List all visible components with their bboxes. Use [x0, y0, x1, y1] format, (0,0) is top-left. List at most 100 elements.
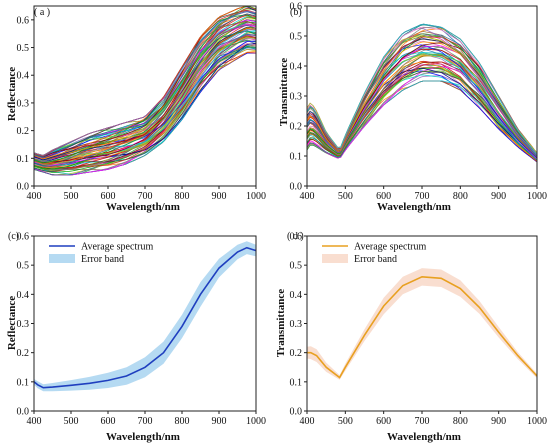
legend-label-average-c: Average spectrum — [81, 242, 154, 253]
x-tick-label-c-4: 800 — [175, 416, 190, 427]
average-line-c — [33, 246, 257, 389]
legend-label-average-d: Average spectrum — [354, 242, 427, 253]
y-tick-label-a-1: 0.1 — [17, 154, 30, 165]
y-tick-label-b-0: 0.0 — [290, 182, 303, 193]
y-tick-label-d-4: 0.4 — [290, 290, 303, 301]
x-tick-label-c-2: 600 — [101, 416, 116, 427]
y-tick-label-a-3: 0.3 — [17, 98, 30, 109]
panel-b-x-axis-title: Wavelength/nm — [377, 201, 451, 213]
y-tick-label-c-3: 0.3 — [17, 319, 30, 330]
panel-b-y-axis-title: Transmittance — [278, 58, 290, 126]
spectrum-line-b-57 — [307, 26, 537, 154]
x-tick-label-a-3: 700 — [138, 191, 153, 202]
y-tick-label-a-0: 0.0 — [17, 182, 30, 193]
x-tick-label-a-6: 1000 — [246, 191, 266, 202]
panel-d-y-axis-title: Transmittance — [275, 289, 287, 357]
spectrum-line-b-40 — [307, 31, 537, 158]
panel-a-label: ( a ) — [34, 7, 50, 18]
x-tick-label-b-4: 800 — [453, 191, 468, 202]
y-tick-label-d-3: 0.3 — [290, 319, 303, 330]
spectrum-line-a-76 — [34, 6, 256, 160]
x-tick-label-c-1: 500 — [64, 416, 79, 427]
x-tick-label-d-6: 1000 — [527, 416, 547, 427]
y-tick-label-c-5: 0.5 — [17, 261, 30, 272]
x-tick-label-a-5: 900 — [212, 191, 227, 202]
x-tick-label-b-5: 900 — [491, 191, 506, 202]
y-tick-label-d-0: 0.0 — [290, 407, 303, 418]
x-tick-label-b-0: 400 — [300, 191, 315, 202]
average-line-d — [307, 275, 538, 379]
error-band-d — [307, 268, 537, 380]
legend-label-band-c: Error band — [81, 254, 124, 265]
x-tick-label-d-3: 700 — [415, 416, 430, 427]
y-tick-label-d-5: 0.5 — [290, 261, 303, 272]
x-tick-label-c-3: 700 — [138, 416, 153, 427]
panel-d-x-axis-title: Wavelength/nm — [387, 431, 461, 443]
x-tick-label-d-2: 600 — [376, 416, 391, 427]
legend-band-swatch-c — [49, 254, 75, 263]
x-tick-label-b-1: 500 — [338, 191, 353, 202]
x-tick-label-c-0: 400 — [27, 416, 42, 427]
y-tick-label-c-6: 0.6 — [17, 232, 30, 243]
panel-d-label: ( d ) — [287, 231, 304, 242]
panel-b-label: (b) — [290, 7, 302, 18]
spectrum-line-b-59 — [307, 23, 537, 155]
panel-b-transmittance-spectra: (b) 400 500 600 700 800 900 1000 0.0 0.1 0.2 0.3 0.… — [278, 2, 547, 214]
spectrum-line-b-50 — [307, 23, 537, 157]
x-tick-label-b-2: 600 — [376, 191, 391, 202]
x-tick-label-c-5: 900 — [212, 416, 227, 427]
plot-frame-b — [306, 5, 538, 187]
spectrum-line-a-49 — [34, 21, 256, 161]
legend-label-band-d: Error band — [354, 254, 397, 265]
x-tick-label-d-1: 500 — [338, 416, 353, 427]
x-tick-label-b-6: 1000 — [527, 191, 547, 202]
spectrum-line-b-32 — [307, 46, 537, 156]
x-tick-label-a-2: 600 — [101, 191, 116, 202]
spectrum-line-b-52 — [307, 33, 537, 155]
series-group-a — [34, 6, 256, 176]
panel-c-label: (c) — [8, 231, 19, 242]
y-tick-label-b-6: 0.6 — [290, 2, 303, 13]
panel-a-x-axis-title: Wavelength/nm — [106, 201, 180, 213]
x-tick-label-c-6: 1000 — [246, 416, 266, 427]
y-tick-label-c-4: 0.4 — [17, 290, 30, 301]
spectrum-line-b-33 — [307, 54, 537, 157]
y-tick-label-a-6: 0.6 — [17, 15, 30, 26]
y-tick-label-c-1: 0.1 — [17, 377, 30, 388]
y-tick-label-a-2: 0.2 — [17, 126, 30, 137]
y-tick-label-b-4: 0.4 — [290, 62, 303, 73]
y-tick-label-b-1: 0.1 — [290, 152, 303, 163]
error-band-c — [34, 241, 256, 392]
spectrum-line-a-17 — [34, 40, 256, 176]
spectrum-line-b-11 — [307, 68, 537, 161]
spectrum-line-b-47 — [307, 42, 537, 154]
x-tick-label-a-0: 400 — [27, 191, 42, 202]
y-tick-label-d-2: 0.2 — [290, 348, 303, 359]
spectrum-line-b-31 — [307, 40, 537, 160]
y-tick-label-b-5: 0.5 — [290, 32, 303, 43]
y-tick-label-a-4: 0.4 — [17, 71, 30, 82]
series-group-b — [307, 23, 537, 163]
y-tick-label-c-0: 0.0 — [17, 407, 30, 418]
y-tick-label-b-3: 0.3 — [290, 92, 303, 103]
panel-c-x-axis-title: Wavelength/nm — [106, 431, 180, 443]
x-tick-label-d-0: 400 — [300, 416, 315, 427]
spectrum-line-a-27 — [34, 39, 256, 170]
panel-c-y-axis-title: Reflectance — [6, 296, 18, 350]
spectrum-line-b-55 — [307, 23, 537, 155]
x-tick-label-d-4: 800 — [453, 416, 468, 427]
panel-a-reflectance-spectra: ( a ) 400 500 600 700 800 900 1000 0.0 0.1 0.2 0.3… — [6, 5, 266, 213]
x-tick-label-a-1: 500 — [64, 191, 79, 202]
spectrum-line-b-41 — [307, 41, 537, 156]
legend-band-swatch-d — [322, 254, 348, 263]
y-tick-label-c-2: 0.2 — [17, 348, 30, 359]
y-tick-label-a-5: 0.5 — [17, 43, 30, 54]
y-tick-label-b-2: 0.2 — [290, 122, 303, 133]
y-tick-label-d-6: 0.6 — [290, 232, 303, 243]
panel-a-y-axis-title: Reflectance — [6, 67, 18, 121]
y-tick-label-d-1: 0.1 — [290, 377, 303, 388]
spectrum-line-a-31 — [34, 43, 256, 167]
